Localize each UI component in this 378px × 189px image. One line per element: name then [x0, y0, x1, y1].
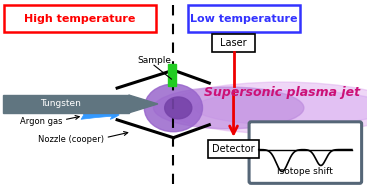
Text: Sample: Sample — [137, 56, 171, 65]
Ellipse shape — [195, 91, 378, 125]
Text: Low temperature: Low temperature — [191, 14, 298, 24]
Text: Tungsten: Tungsten — [40, 99, 81, 108]
FancyBboxPatch shape — [188, 5, 301, 33]
Bar — [167, 64, 176, 86]
Ellipse shape — [144, 84, 203, 132]
Text: Laser: Laser — [220, 38, 247, 48]
Text: Nozzle (cooper): Nozzle (cooper) — [37, 135, 104, 144]
Ellipse shape — [165, 97, 192, 119]
Text: Isotope shift: Isotope shift — [277, 167, 333, 176]
FancyBboxPatch shape — [249, 122, 362, 183]
Text: Detector: Detector — [212, 144, 255, 154]
FancyBboxPatch shape — [208, 140, 259, 158]
Bar — [3, 95, 129, 113]
Ellipse shape — [153, 87, 304, 129]
Text: Supersonic plasma jet: Supersonic plasma jet — [204, 85, 360, 98]
Ellipse shape — [166, 82, 378, 134]
Text: Argon gas: Argon gas — [20, 117, 63, 126]
FancyBboxPatch shape — [4, 5, 156, 33]
Text: High temperature: High temperature — [23, 14, 135, 24]
Polygon shape — [129, 95, 158, 113]
FancyBboxPatch shape — [212, 34, 255, 52]
